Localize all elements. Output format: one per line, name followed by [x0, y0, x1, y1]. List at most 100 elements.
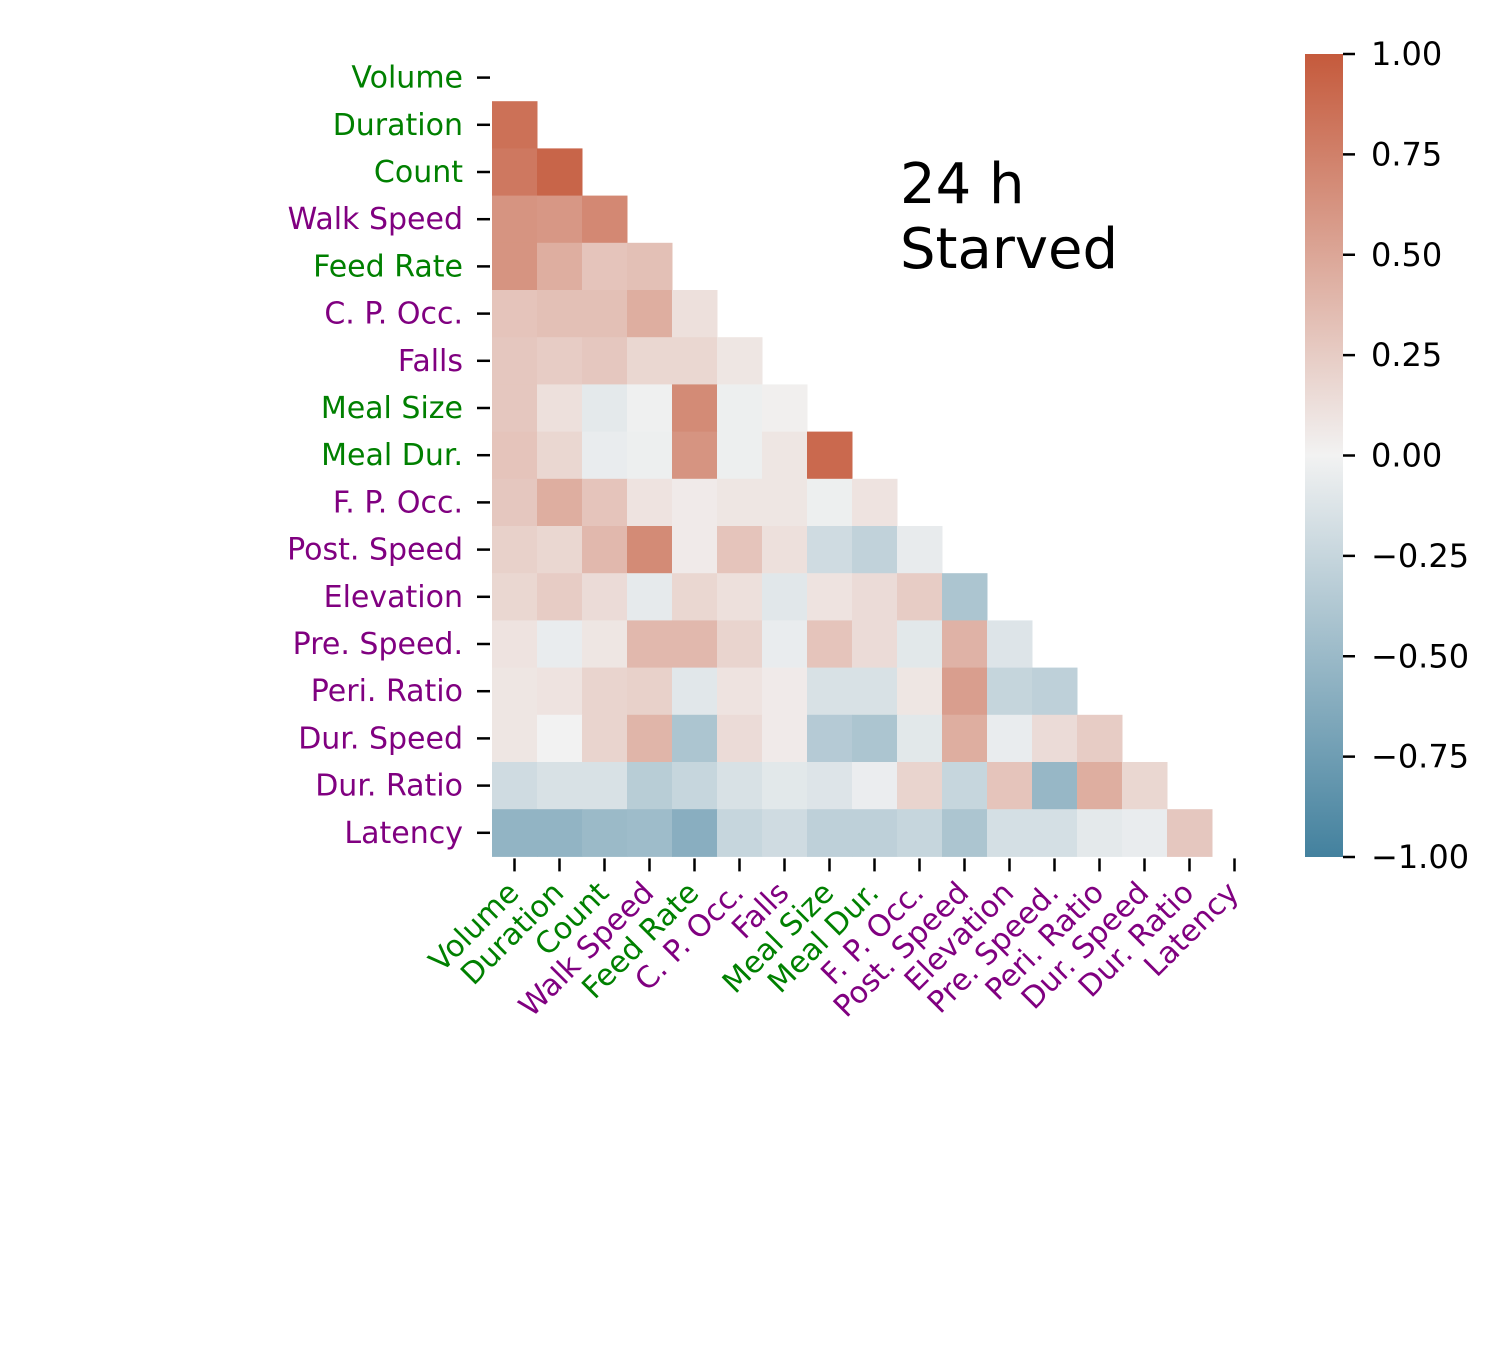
y-tick-label: Meal Size [321, 391, 463, 426]
heatmap-cell [492, 101, 538, 149]
heatmap-cell [537, 809, 583, 857]
heatmap-cell [582, 526, 628, 574]
heatmap-cell [672, 478, 718, 527]
heatmap-cell [717, 714, 763, 763]
heatmap-cell [897, 809, 943, 857]
heatmap-cell [537, 337, 583, 385]
heatmap-cell [537, 384, 583, 433]
heatmap-cell [537, 195, 583, 244]
heatmap-cell [492, 526, 538, 574]
y-tick-label: Peri. Ratio [311, 674, 463, 709]
heatmap-cell [762, 478, 808, 527]
heatmap-cell [762, 573, 808, 621]
heatmap-cell [492, 148, 538, 197]
heatmap-cell [852, 762, 898, 810]
heatmap-cell [627, 431, 673, 480]
y-tick-label: Falls [398, 344, 463, 379]
heatmap-cell [537, 714, 583, 763]
y-axis-labels: Volume Duration Count Walk Speed Feed Rate C.… [287, 61, 490, 851]
colorbar-tick-label: 0.50 [1371, 236, 1442, 274]
heatmap-cell [582, 714, 628, 763]
heatmap-cell [987, 714, 1033, 763]
heatmap-cell [852, 667, 898, 716]
heatmap-cell [717, 384, 763, 433]
colorbar-tick-label: −0.50 [1371, 637, 1469, 675]
heatmap-cell [1167, 809, 1213, 857]
heatmap-cell [492, 290, 538, 338]
annotation-line-2: Starved [900, 217, 1118, 282]
heatmap-cell [717, 337, 763, 385]
heatmap-cell [807, 809, 853, 857]
heatmap-cell [807, 667, 853, 716]
heatmap-cell [807, 431, 853, 480]
heatmap-cell [537, 667, 583, 716]
heatmap-cell [627, 526, 673, 574]
y-tick-label: Post. Speed [287, 533, 463, 568]
heatmap-cell [582, 337, 628, 385]
y-tick-label: Pre. Speed. [293, 627, 463, 662]
colorbar-tick-label: −0.25 [1371, 537, 1469, 575]
heatmap-cell [897, 573, 943, 621]
y-tick-label: Latency [344, 816, 463, 851]
heatmap-cell [492, 714, 538, 763]
heatmap-cell [672, 620, 718, 669]
heatmap-cell [807, 762, 853, 810]
heatmap-cell [987, 620, 1033, 669]
heatmap-cell [1077, 809, 1123, 857]
heatmap-cell [672, 431, 718, 480]
heatmap-cell [987, 762, 1033, 810]
colorbar-ticks: 1.00 0.75 0.50 0.25 0.00 −0.25 −0.50 −0.75 −1.00 [1343, 35, 1469, 876]
y-tick-label: Count [374, 155, 463, 190]
heatmap-cell [717, 667, 763, 716]
heatmap-cell [492, 620, 538, 669]
heatmap-cell [672, 384, 718, 433]
heatmap-cell [492, 667, 538, 716]
heatmap-cell [942, 714, 988, 763]
heatmap-cell [852, 809, 898, 857]
heatmap-cell [627, 478, 673, 527]
heatmap-cell [897, 714, 943, 763]
heatmap-cell [942, 620, 988, 669]
colorbar-tick-label: 0.25 [1371, 336, 1442, 374]
heatmap-cell [492, 809, 538, 857]
heatmap-cell [627, 667, 673, 716]
heatmap-cell [717, 478, 763, 527]
heatmap-cell [897, 526, 943, 574]
y-tick-label: Dur. Ratio [315, 769, 463, 804]
heatmap-cell [942, 762, 988, 810]
heatmap-cell [537, 242, 583, 291]
y-tick-label: C. P. Occ. [324, 297, 463, 332]
heatmap-cell [1032, 667, 1078, 716]
heatmap-cell [672, 526, 718, 574]
heatmap-cell [942, 667, 988, 716]
y-tick-label: Walk Speed [288, 202, 463, 237]
heatmap-cell [672, 762, 718, 810]
colorbar-tick-label: 1.00 [1371, 35, 1442, 73]
heatmap-cell [762, 384, 808, 433]
heatmap-cell [627, 290, 673, 338]
heatmap-cell [582, 667, 628, 716]
heatmap-cell [672, 714, 718, 763]
heatmap-cell [762, 762, 808, 810]
heatmap-cell [492, 337, 538, 385]
heatmap-cell [537, 573, 583, 621]
heatmap-cell [987, 667, 1033, 716]
heatmap-cell [807, 526, 853, 574]
heatmap-cell [627, 714, 673, 763]
heatmap-cell [582, 809, 628, 857]
heatmap-cell [1122, 762, 1168, 810]
heatmap-cell [492, 762, 538, 810]
heatmap-cell [897, 620, 943, 669]
y-tick-label: Duration [333, 108, 463, 143]
colorbar-tick-label: −0.75 [1371, 738, 1469, 776]
heatmap-cell [1032, 714, 1078, 763]
y-tick-label: Feed Rate [313, 249, 463, 284]
heatmap-cell [492, 384, 538, 433]
annotation-line-1: 24 h [900, 152, 1025, 217]
heatmap-cell [582, 242, 628, 291]
heatmap-cell [852, 478, 898, 527]
heatmap-cell [942, 573, 988, 621]
heatmap-cell [672, 337, 718, 385]
